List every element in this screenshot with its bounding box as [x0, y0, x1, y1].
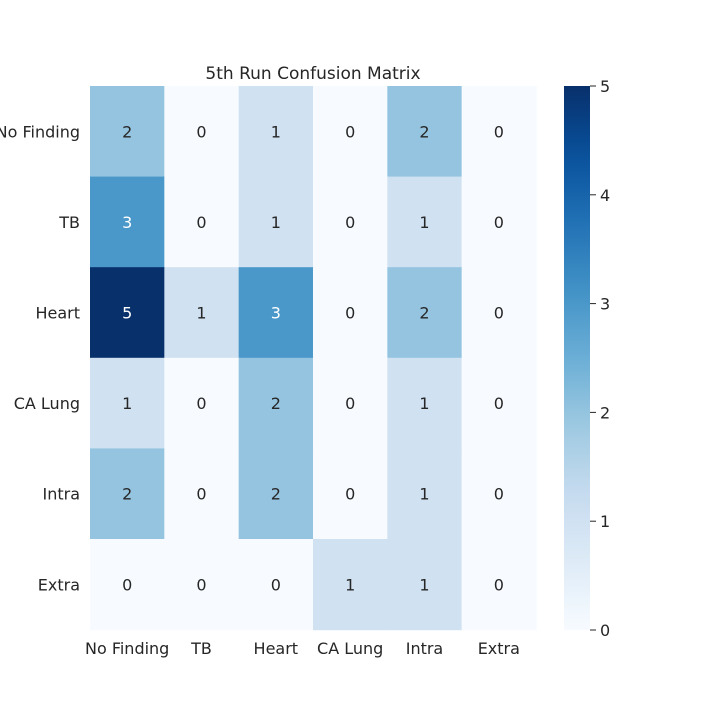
heatmap-cell [238, 448, 314, 540]
heatmap-cell [387, 448, 463, 540]
heatmap-cell [90, 176, 165, 268]
heatmap-cell [312, 86, 388, 178]
row-tick-label: TB [58, 213, 80, 232]
cell-value-label: 2 [419, 304, 429, 323]
heatmap-cell [164, 267, 240, 359]
cell-value-label: 0 [494, 304, 504, 323]
heatmap-cell [312, 176, 388, 268]
colorbar-tick-label: 0 [600, 621, 610, 640]
heatmap-cell [312, 539, 388, 631]
row-tick-label: Intra [42, 485, 80, 504]
heatmap-cell [90, 357, 165, 449]
cell-value-label: 0 [196, 575, 206, 594]
heatmap-cell [238, 539, 314, 631]
heatmap-cell [461, 448, 537, 540]
heatmap-cell [164, 448, 240, 540]
heatmap-cell [387, 86, 463, 178]
cell-value-label: 2 [271, 485, 281, 504]
heatmap-cell [238, 86, 314, 178]
heatmap-cell [164, 357, 240, 449]
cell-value-label: 2 [419, 122, 429, 141]
column-tick-label: CA Lung [317, 639, 383, 658]
heatmap-cell [90, 267, 165, 359]
cell-value-label: 0 [122, 575, 132, 594]
heatmap-cell [164, 539, 240, 631]
cell-value-label: 3 [122, 213, 132, 232]
heatmap-cell [461, 176, 537, 268]
heatmap-cell [90, 86, 165, 178]
cell-value-label: 0 [494, 213, 504, 232]
heatmap-cell [238, 267, 314, 359]
cell-value-label: 0 [345, 122, 355, 141]
column-tick-label: Extra [478, 639, 520, 658]
cell-value-label: 0 [271, 575, 281, 594]
cell-value-label: 0 [345, 304, 355, 323]
heatmap-cells [90, 86, 537, 631]
heatmap-cell [461, 86, 537, 178]
cell-value-label: 1 [122, 394, 132, 413]
cell-value-label: 0 [196, 394, 206, 413]
column-labels: No Finding TB Heart CA Lung Intra Extra [85, 639, 520, 658]
cell-value-label: 2 [271, 394, 281, 413]
cell-value-label: 0 [345, 485, 355, 504]
row-tick-label: No Finding [0, 122, 80, 141]
heatmap-cell [461, 357, 537, 449]
chart-title: 5th Run Confusion Matrix [205, 64, 420, 84]
colorbar-tick-label: 4 [600, 186, 610, 205]
row-labels: No Finding TB Heart CA Lung Intra Extra [0, 122, 80, 594]
cell-value-label: 3 [271, 304, 281, 323]
heatmap-cell [164, 86, 240, 178]
row-tick-label: Heart [35, 304, 80, 323]
colorbar-gradient [564, 86, 590, 630]
cell-value-label: 0 [494, 575, 504, 594]
column-tick-label: TB [190, 639, 212, 658]
cell-value-label: 2 [122, 485, 132, 504]
heatmap-cell [387, 267, 463, 359]
column-tick-label: Intra [406, 639, 444, 658]
heatmap-cell [238, 176, 314, 268]
heatmap-cell [461, 267, 537, 359]
cell-value-label: 0 [196, 122, 206, 141]
cell-value-label: 1 [419, 213, 429, 232]
colorbar: 0 1 2 3 4 5 [564, 77, 610, 640]
column-tick-label: Heart [254, 639, 299, 658]
cell-value-label: 0 [494, 394, 504, 413]
heatmap-cell-labels: 2 0 1 0 2 0 3 0 1 0 1 0 5 1 3 0 2 0 1 0 2 0 1 0 2 0 2 0 1 0 0 0 0 1 1 0 [122, 122, 504, 594]
heatmap-cell [90, 448, 165, 540]
heatmap-cell [164, 176, 240, 268]
cell-value-label: 1 [419, 394, 429, 413]
cell-value-label: 1 [271, 122, 281, 141]
cell-value-label: 0 [345, 394, 355, 413]
cell-value-label: 0 [196, 213, 206, 232]
cell-value-label: 1 [271, 213, 281, 232]
cell-value-label: 0 [494, 485, 504, 504]
column-tick-label: No Finding [85, 639, 169, 658]
heatmap-cell [90, 539, 165, 631]
colorbar-tick-label: 1 [600, 512, 610, 531]
heatmap-cell [387, 539, 463, 631]
row-tick-label: CA Lung [14, 394, 80, 413]
heatmap-cell [312, 357, 388, 449]
heatmap-cell [312, 448, 388, 540]
cell-value-label: 1 [419, 575, 429, 594]
cell-value-label: 0 [345, 213, 355, 232]
cell-value-label: 1 [196, 304, 206, 323]
cell-value-label: 1 [345, 575, 355, 594]
heatmap-cell [387, 176, 463, 268]
colorbar-tick-label: 3 [600, 295, 610, 314]
cell-value-label: 2 [122, 122, 132, 141]
heatmap-cell [312, 267, 388, 359]
cell-value-label: 0 [196, 485, 206, 504]
cell-value-label: 1 [419, 485, 429, 504]
cell-value-label: 5 [122, 304, 132, 323]
heatmap-cell [238, 357, 314, 449]
heatmap-cell [387, 357, 463, 449]
colorbar-tick-label: 5 [600, 77, 610, 96]
cell-value-label: 0 [494, 122, 504, 141]
colorbar-tick-label: 2 [600, 403, 610, 422]
row-tick-label: Extra [38, 575, 80, 594]
heatmap-cell [461, 539, 537, 631]
